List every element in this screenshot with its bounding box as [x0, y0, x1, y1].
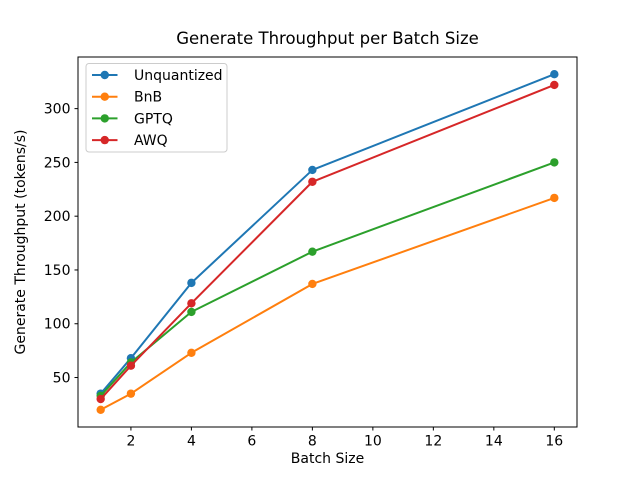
series-bnb-marker	[187, 348, 196, 357]
legend-marker-sample	[100, 70, 109, 80]
series-gptq-marker	[550, 158, 559, 167]
x-tick-label: 6	[247, 434, 256, 450]
x-tick-label: 16	[545, 434, 563, 450]
series-gptq-marker	[187, 307, 196, 317]
x-tick-label: 8	[308, 434, 317, 450]
series-awq-marker	[550, 80, 559, 90]
series-bnb-marker	[126, 389, 136, 398]
legend-item-bnb: BnB	[92, 90, 162, 106]
y-tick-label: 100	[44, 317, 71, 333]
series-unquantized-marker	[187, 278, 196, 288]
series-bnb-line	[100, 196, 555, 411]
legend-item-gptq: GPTQ	[92, 111, 173, 127]
chart-title: Generate Throughput per Batch Size	[176, 29, 479, 48]
series-awq-marker	[126, 361, 136, 370]
x-tick-label: 14	[485, 434, 503, 450]
legend: Unquantized BnB GPTQ AWQ	[85, 63, 228, 153]
legend-label: Unquantized	[134, 68, 223, 84]
series-bnb-marker	[308, 279, 317, 289]
y-tick-label: 150	[44, 263, 71, 279]
legend-item-awq: AWQ	[92, 133, 168, 149]
legend-label: BnB	[134, 90, 162, 106]
series-unquantized-marker	[308, 165, 317, 175]
x-tick-label: 2	[126, 434, 135, 450]
legend-label: GPTQ	[134, 111, 173, 127]
series-unquantized-marker	[550, 70, 559, 79]
legend-marker-sample	[100, 92, 109, 101]
legend-marker-sample	[100, 135, 109, 145]
series-gptq-marker	[308, 247, 317, 256]
y-tick-label: 50	[53, 371, 71, 387]
legend-marker-sample	[100, 114, 109, 123]
y-tick-label: 200	[44, 209, 71, 225]
y-tick-label: 300	[44, 102, 71, 118]
legend-label: AWQ	[134, 133, 168, 149]
x-tick-label: 12	[424, 434, 442, 450]
x-tick-label: 4	[187, 434, 196, 450]
series-awq-marker	[96, 394, 105, 404]
series-bnb-marker	[96, 405, 105, 414]
x-axis-label: Batch Size	[290, 451, 365, 467]
axes-spines	[77, 56, 578, 428]
legend-item-unquantized: Unquantized	[92, 68, 223, 84]
series-bnb-marker	[550, 193, 559, 203]
y-tick-label: 250	[44, 155, 71, 171]
legend-frame	[85, 63, 228, 153]
series-awq-marker	[308, 177, 317, 186]
x-tick-label: 10	[364, 434, 382, 450]
series-awq-marker	[187, 299, 196, 308]
